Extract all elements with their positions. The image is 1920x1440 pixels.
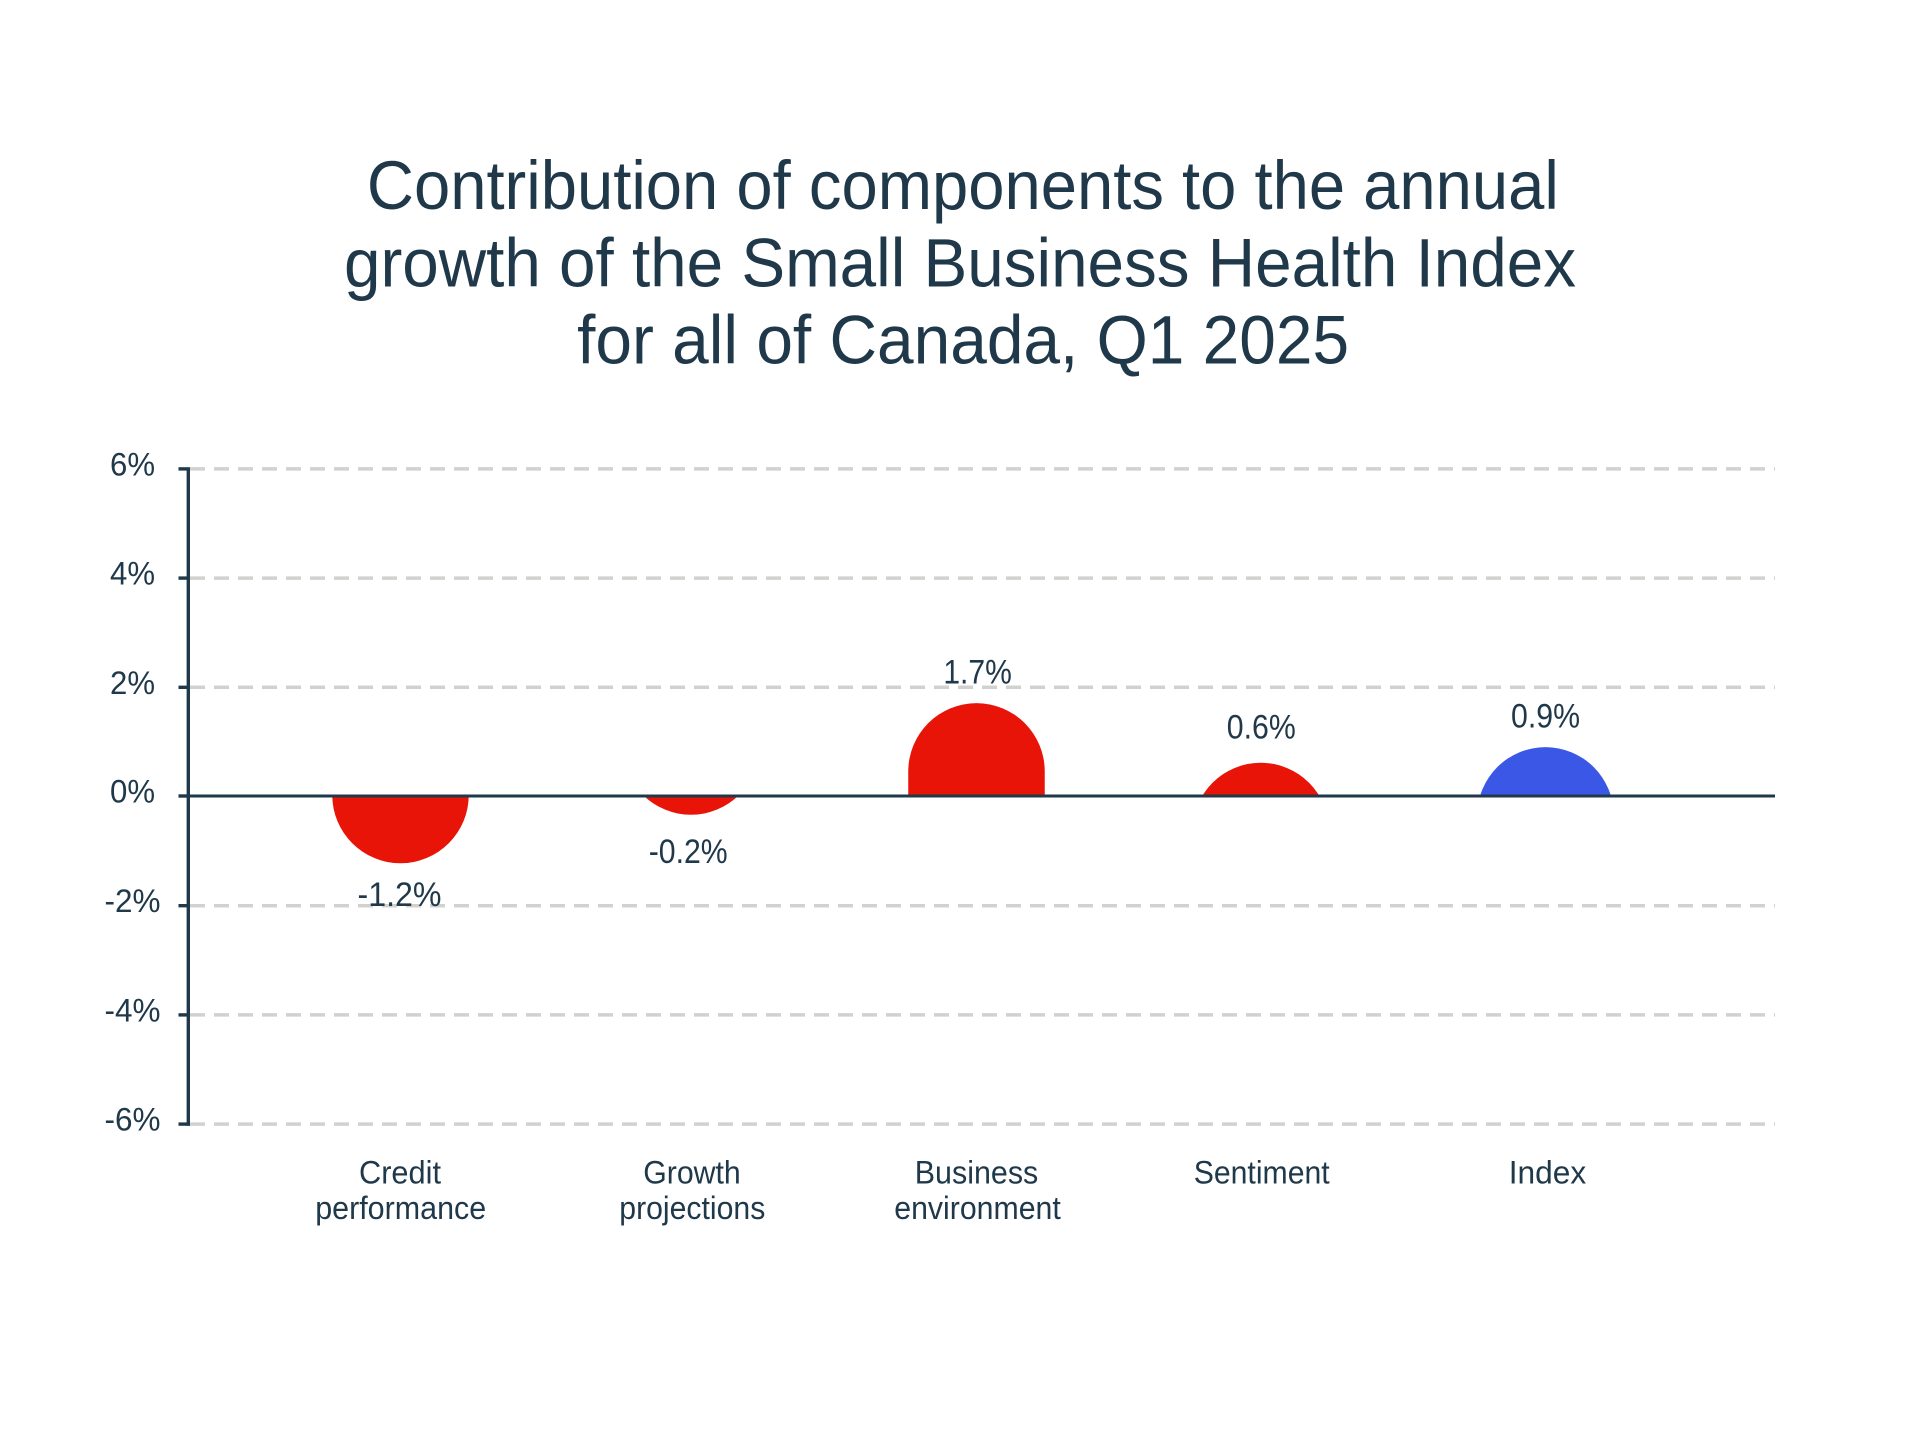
svg-text:environment: environment [894, 1190, 1061, 1226]
svg-text:for all of Canada, Q1 2025: for all of Canada, Q1 2025 [577, 302, 1349, 379]
svg-text:Contribution of components to: Contribution of components to the annual [367, 147, 1559, 224]
svg-text:0.9%: 0.9% [1511, 698, 1580, 736]
svg-text:4%: 4% [110, 556, 155, 592]
svg-text:2%: 2% [110, 665, 155, 701]
svg-text:growth of the Small Business H: growth of the Small Business Health Inde… [344, 225, 1576, 302]
svg-text:performance: performance [315, 1190, 486, 1226]
svg-text:-6%: -6% [105, 1102, 161, 1138]
svg-text:0.6%: 0.6% [1227, 709, 1296, 747]
svg-text:-1.2%: -1.2% [358, 876, 442, 914]
svg-text:projections: projections [619, 1190, 765, 1226]
svg-text:Sentiment: Sentiment [1194, 1154, 1330, 1190]
svg-text:Business: Business [915, 1154, 1039, 1190]
svg-text:-0.2%: -0.2% [649, 833, 728, 871]
svg-text:Index: Index [1509, 1154, 1587, 1190]
svg-text:1.7%: 1.7% [943, 653, 1012, 691]
svg-text:Credit: Credit [359, 1154, 441, 1190]
svg-text:6%: 6% [110, 446, 155, 482]
svg-text:-2%: -2% [105, 883, 161, 919]
svg-text:0%: 0% [110, 774, 155, 810]
svg-text:-4%: -4% [105, 992, 161, 1028]
svg-text:Growth: Growth [643, 1154, 741, 1190]
